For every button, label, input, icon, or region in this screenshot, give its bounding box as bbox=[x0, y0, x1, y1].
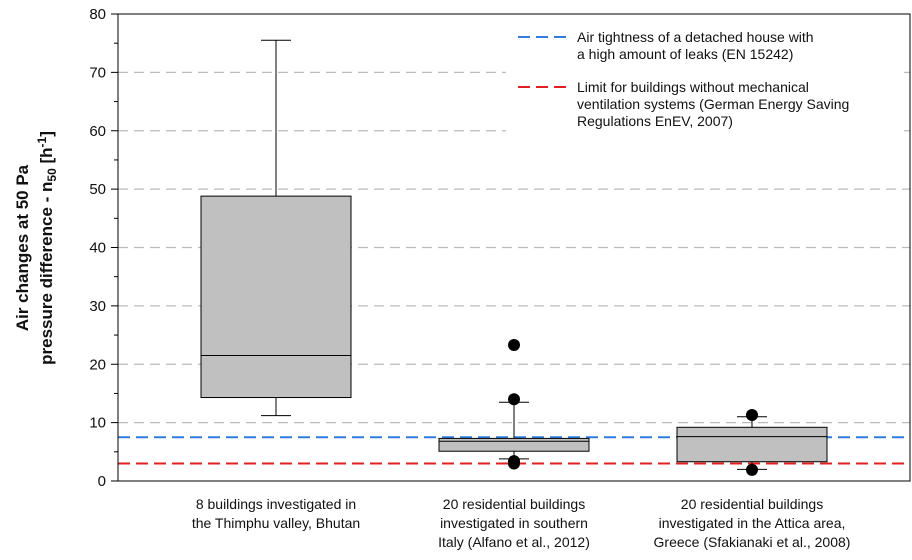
legend-label: Regulations EnEV, 2007) bbox=[577, 113, 733, 129]
y-axis-label-sub: 50 bbox=[45, 168, 59, 182]
y-axis-label-sup: -1 bbox=[35, 136, 49, 147]
x-tick-label: investigated in the Attica area, bbox=[659, 515, 846, 531]
y-axis-label: Air changes at 50 Pa bbox=[13, 164, 32, 331]
y-tick-label: 50 bbox=[89, 181, 106, 198]
y-tick-label: 60 bbox=[89, 123, 106, 140]
y-tick-label: 70 bbox=[89, 64, 106, 81]
y-axis-label-unit: [h bbox=[37, 147, 56, 168]
y-tick-label: 30 bbox=[89, 298, 106, 315]
legend-label: ventilation systems (German Energy Savin… bbox=[577, 96, 849, 112]
box bbox=[200, 195, 352, 399]
outlier bbox=[746, 463, 758, 476]
y-axis-label-unit: ] bbox=[37, 131, 56, 137]
legend-label: a high amount of leaks (EN 15242) bbox=[577, 46, 793, 62]
x-tick-label: investigated in southern bbox=[440, 515, 588, 531]
y-axis-label: pressure difference - n50 [h-1] bbox=[35, 131, 59, 365]
x-tick-label: the Thimphu valley, Bhutan bbox=[192, 515, 360, 531]
box bbox=[676, 426, 828, 463]
legend-label: Air tightness of a detached house with bbox=[577, 29, 814, 45]
x-tick-label: 20 residential buildings bbox=[681, 496, 823, 512]
x-tick-label: 20 residential buildings bbox=[443, 496, 585, 512]
legend-label: Limit for buildings without mechanical bbox=[577, 79, 809, 95]
y-tick-label: 10 bbox=[89, 415, 106, 432]
y-tick-label: 40 bbox=[89, 240, 106, 257]
outlier bbox=[508, 457, 520, 470]
legend-background bbox=[506, 16, 904, 138]
x-tick-label: 8 buildings investigated in bbox=[196, 496, 356, 512]
y-tick-label: 0 bbox=[98, 473, 106, 490]
y-tick-label: 20 bbox=[89, 356, 106, 373]
box bbox=[438, 437, 590, 452]
x-tick-label: Greece (Sfakianaki et al., 2008) bbox=[654, 534, 851, 550]
outlier bbox=[746, 409, 758, 422]
x-tick-label: Italy (Alfano et al., 2012) bbox=[438, 534, 590, 550]
outlier bbox=[508, 338, 520, 351]
y-axis-label-text: pressure difference - n bbox=[37, 182, 56, 365]
y-tick-label: 80 bbox=[89, 6, 106, 23]
outlier bbox=[508, 393, 520, 406]
plot-frame bbox=[117, 13, 911, 482]
